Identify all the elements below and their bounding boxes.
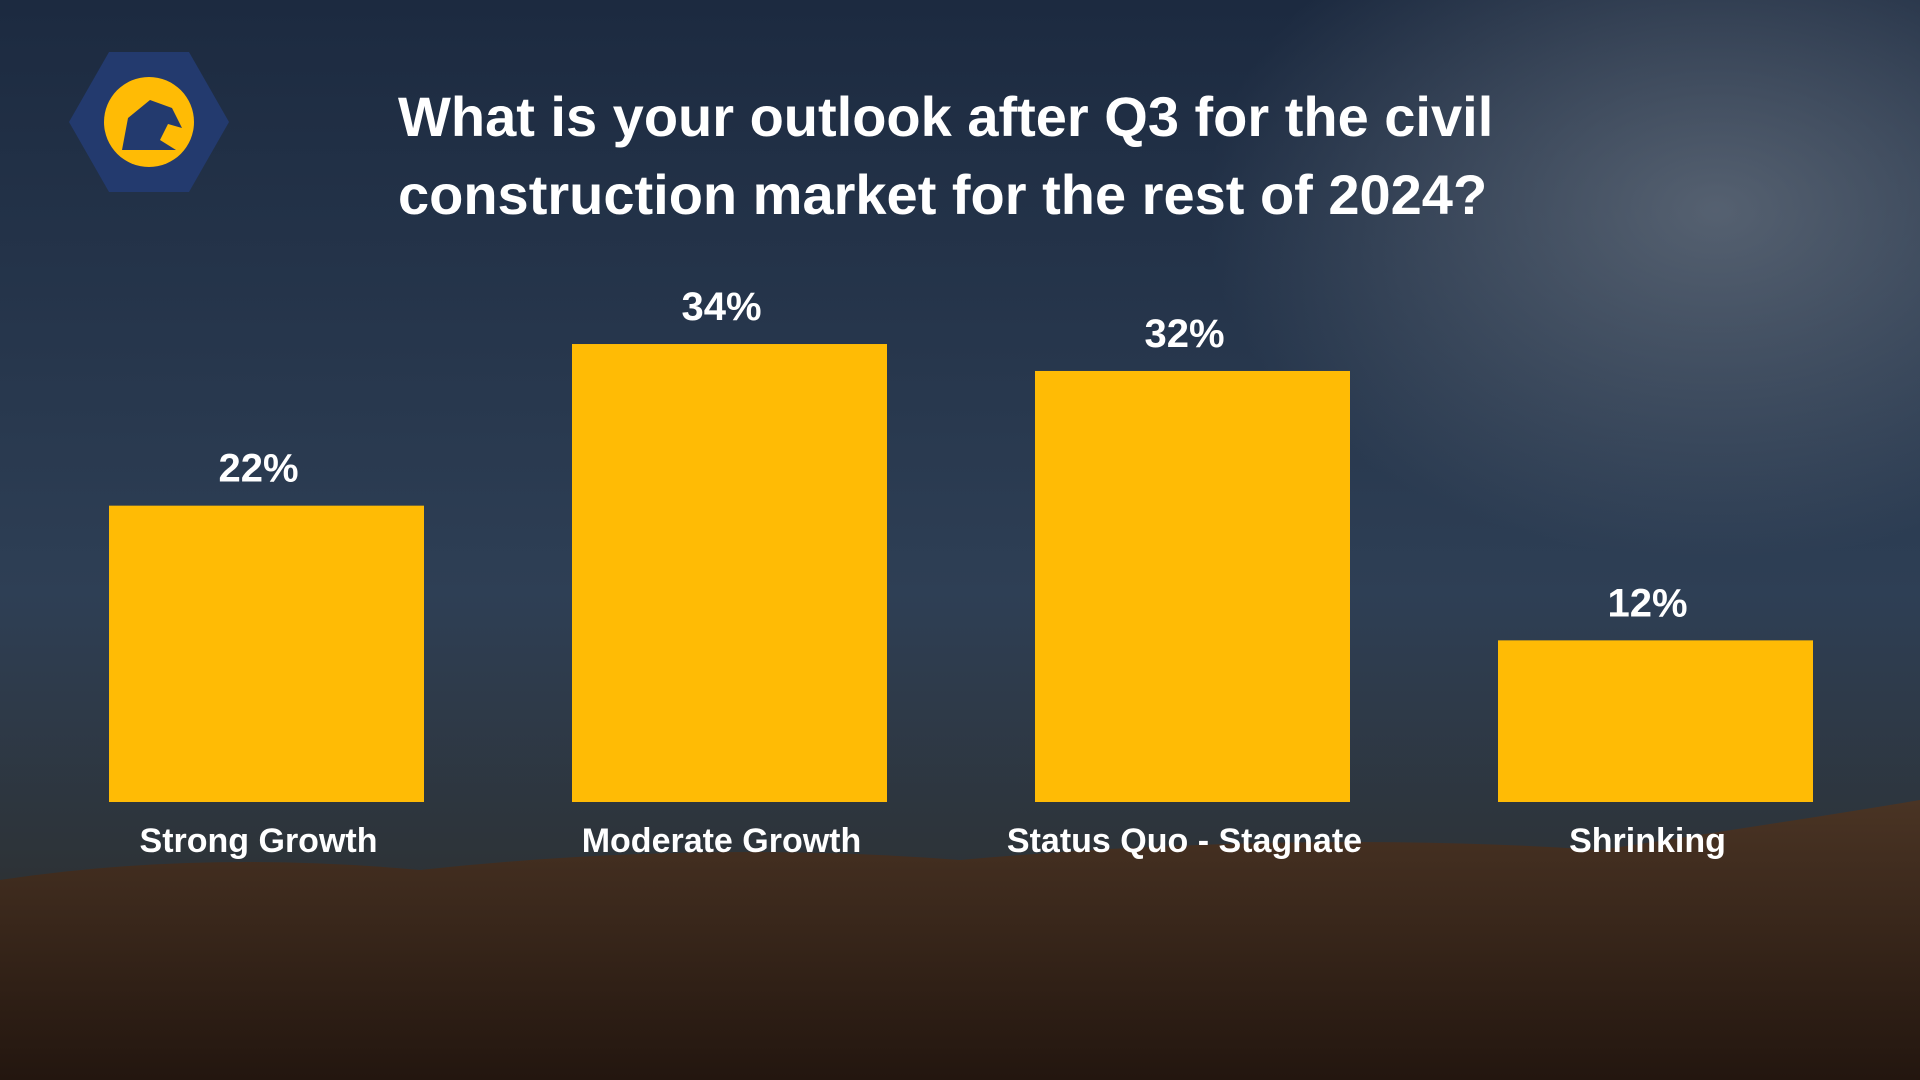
ground	[0, 800, 1920, 1080]
chart-title: What is your outlook after Q3 for the ci…	[398, 85, 1494, 226]
bar	[1035, 370, 1350, 802]
category-label: Strong Growth	[140, 822, 378, 860]
value-label: 34%	[681, 285, 761, 329]
bar	[1498, 640, 1813, 802]
value-label: 32%	[1144, 312, 1224, 356]
value-label: 22%	[218, 447, 298, 491]
bar	[109, 505, 424, 802]
logo	[69, 52, 229, 192]
value-label: 12%	[1607, 581, 1687, 625]
category-label: Status Quo - Stagnate	[1007, 822, 1362, 860]
category-label: Shrinking	[1569, 822, 1726, 860]
category-label: Moderate Growth	[582, 822, 862, 860]
bar	[572, 344, 887, 802]
